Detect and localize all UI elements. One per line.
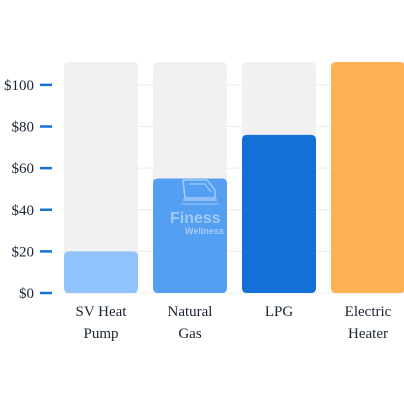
watermark-brand: Finess <box>170 210 221 227</box>
x-category-label: Gas <box>178 326 201 342</box>
bar-electric-heater <box>331 62 404 293</box>
bar-lpg <box>242 134 316 293</box>
x-category-label: LPG <box>265 304 294 320</box>
y-tick-label: $60 <box>12 161 35 177</box>
watermark-sub: Wellness <box>185 226 224 236</box>
x-category-label: Heater <box>348 326 388 342</box>
watermark: Finess Wellness <box>170 179 224 236</box>
x-category-label: Pump <box>83 326 118 342</box>
x-category-label: Natural <box>168 304 213 320</box>
x-axis: SV Heat Pump Natural Gas LPG Electric Heater <box>76 304 392 342</box>
y-tick-label: $100 <box>4 78 34 94</box>
bar-sv-heat-pump <box>64 251 138 293</box>
y-tick-label: $20 <box>12 244 35 260</box>
spa-pool-logo-icon <box>181 179 219 205</box>
bar-background <box>64 62 138 293</box>
value-bars <box>64 62 404 293</box>
y-axis: $0 $20 $40 $60 $80 $100 <box>4 78 52 302</box>
y-tick-label: $0 <box>19 286 34 302</box>
x-category-label: Electric <box>345 304 392 320</box>
y-tick-label: $80 <box>12 120 35 136</box>
bar-natural-gas <box>153 178 227 293</box>
y-tick-label: $40 <box>12 203 35 219</box>
x-category-label: SV Heat <box>76 304 128 320</box>
